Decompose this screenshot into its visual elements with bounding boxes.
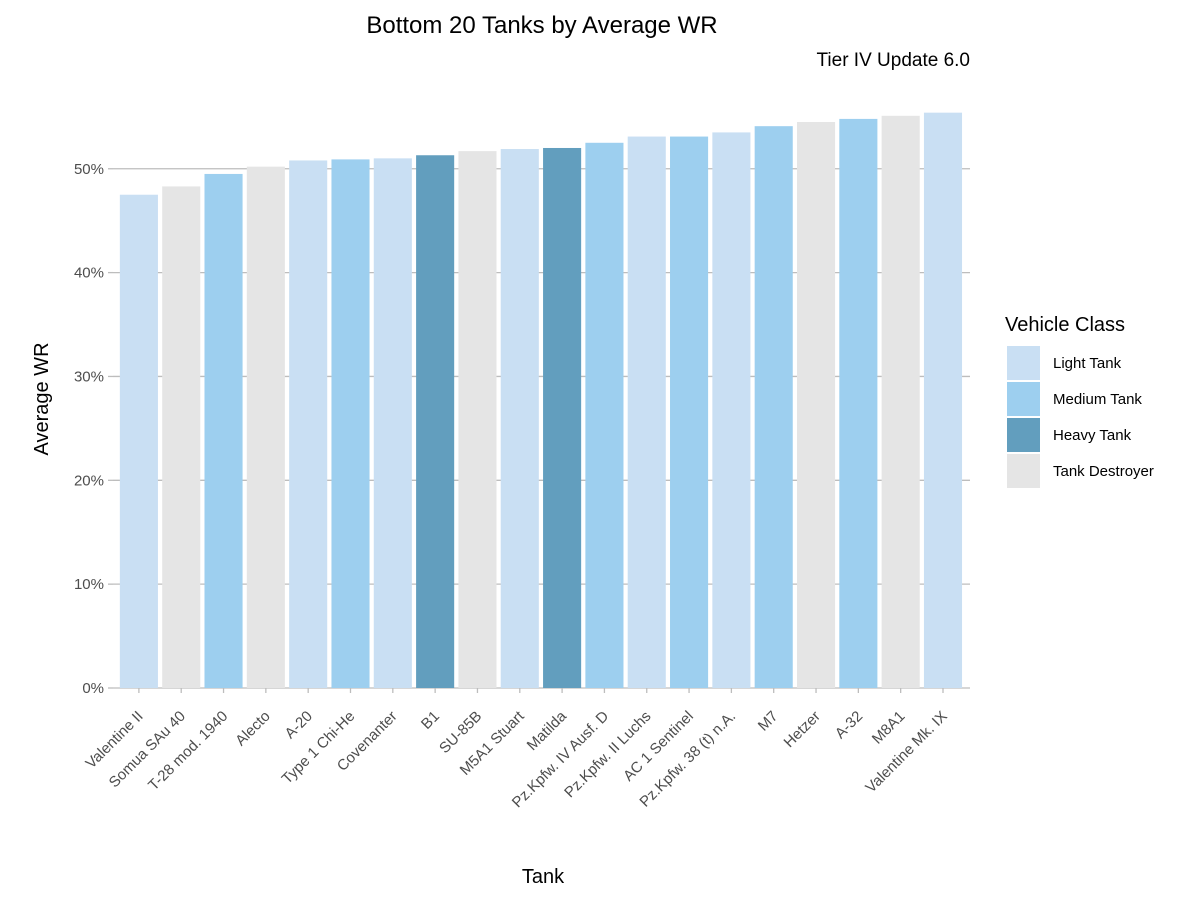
chart-title: Bottom 20 Tanks by Average WR [366, 12, 717, 39]
bar [543, 147, 582, 689]
bar [458, 151, 497, 688]
chart-subtitle: Tier IV Update 6.0 [817, 50, 970, 71]
legend-key [1007, 454, 1040, 488]
legend: Vehicle Class Light Tank Medium Tank Heavy… [1005, 314, 1154, 488]
legend-label: Heavy Tank [1053, 427, 1132, 444]
bar [881, 115, 920, 688]
bar [289, 160, 328, 688]
y-tick-label: 50% [74, 161, 104, 178]
bar [373, 158, 412, 689]
bar [670, 136, 709, 688]
x-tick-label: Alecto [232, 708, 274, 750]
bar [712, 132, 751, 689]
bar [923, 112, 963, 688]
y-tick-label: 10% [74, 576, 104, 593]
legend-label: Light Tank [1053, 355, 1122, 372]
legend-key [1007, 418, 1040, 452]
legend-title: Vehicle Class [1005, 314, 1125, 336]
bar [627, 136, 666, 688]
x-tick-label: A-20 [282, 708, 316, 742]
x-tick-label: Type 1 Chi-He [279, 708, 359, 788]
x-axis-title: Tank [522, 866, 565, 888]
bar [500, 149, 539, 688]
x-tick-label: Hetzer [781, 708, 824, 751]
legend-label: Medium Tank [1053, 391, 1142, 408]
legend-key [1007, 346, 1040, 380]
x-tick-label: M8A1 [869, 708, 909, 748]
bar [331, 159, 370, 688]
y-tick-label: 40% [74, 265, 104, 282]
legend-label: Tank Destroyer [1053, 463, 1154, 480]
bar [204, 173, 243, 688]
y-tick-label: 20% [74, 472, 104, 489]
y-axis-title: Average WR [31, 342, 53, 455]
bar [839, 118, 878, 689]
x-tick-label: M7 [755, 708, 782, 735]
bar [119, 194, 158, 688]
bar [585, 142, 624, 689]
x-tick-label: A-32 [832, 708, 866, 742]
y-axis: 0% 10% 20% 30% 40% 50% [74, 161, 113, 697]
bar [162, 186, 201, 689]
y-tick-label: 0% [82, 680, 104, 697]
bar [796, 122, 836, 688]
bar [754, 126, 793, 688]
x-tick-label: B1 [418, 708, 443, 733]
legend-key [1007, 382, 1040, 416]
bar [416, 155, 455, 688]
bar [246, 166, 285, 689]
y-tick-label: 30% [74, 368, 104, 385]
bars [119, 112, 963, 689]
x-tick-label: T-28 mod. 1940 [145, 708, 231, 794]
